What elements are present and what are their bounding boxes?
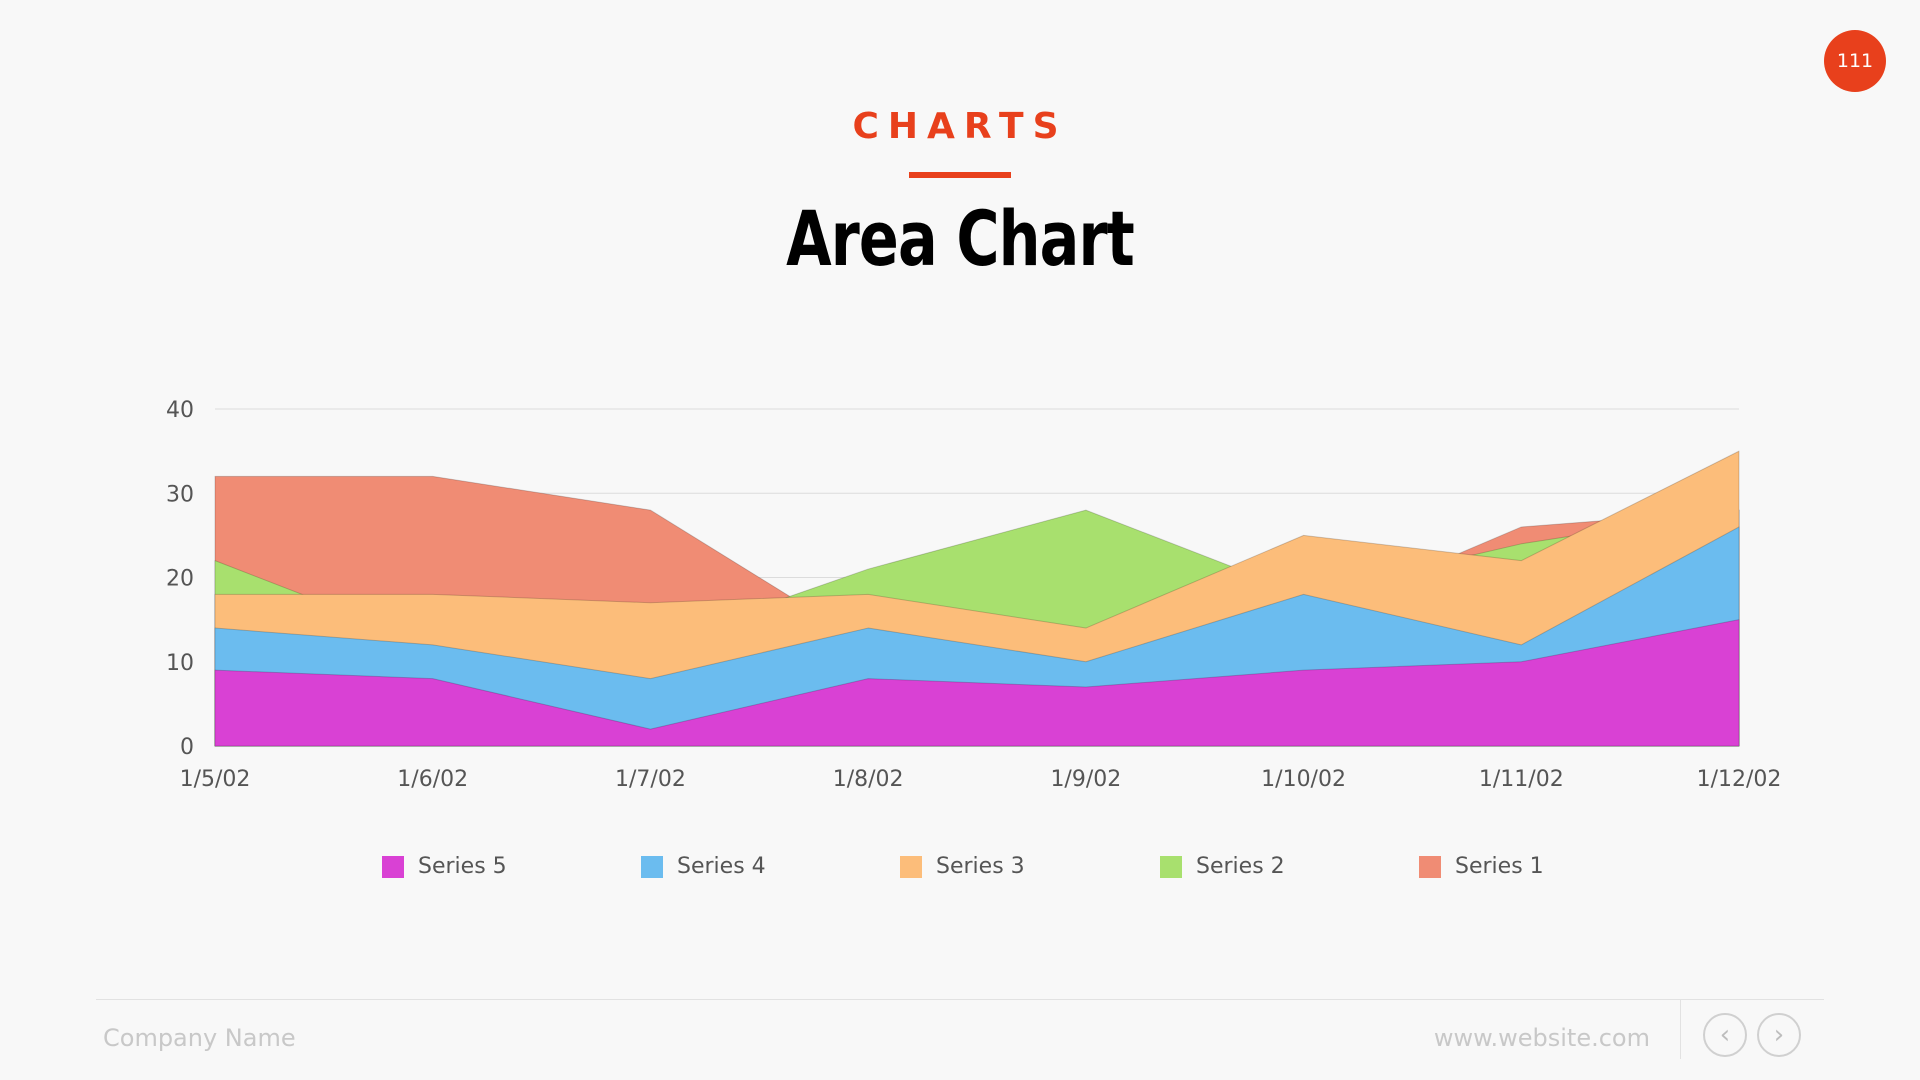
legend-item: Series 5 — [382, 854, 507, 879]
area-chart: 0 10 20 30 40 1/5/02 1/6/02 1/7/02 1/8/02 1/9/02 1… — [166, 398, 1782, 792]
legend-item: Series 2 — [1160, 854, 1285, 879]
legend-label: Series 1 — [1455, 854, 1544, 879]
chart-legend: Series 5 Series 4 Series 3 Series 2 Series 1 — [0, 854, 1920, 884]
x-tick-label: 1/12/02 — [1697, 767, 1782, 792]
legend-item: Series 4 — [641, 854, 766, 879]
legend-swatch — [382, 855, 404, 878]
x-tick-label: 1/9/02 — [1050, 767, 1121, 792]
y-tick-label: 10 — [166, 651, 194, 676]
legend-label: Series 4 — [677, 854, 766, 879]
y-tick-label: 30 — [166, 482, 194, 507]
title-underline — [909, 172, 1011, 178]
x-tick-label: 1/5/02 — [180, 767, 251, 792]
x-tick-label: 1/6/02 — [397, 767, 468, 792]
legend-item: Series 1 — [1419, 854, 1544, 879]
y-tick-label: 40 — [166, 398, 194, 423]
chevron-right-icon[interactable]: › — [1757, 1013, 1801, 1057]
footer-divider — [96, 999, 1824, 1000]
legend-label: Series 5 — [418, 854, 507, 879]
legend-swatch — [1160, 855, 1182, 878]
y-tick-label: 0 — [180, 735, 194, 760]
legend-label: Series 3 — [936, 854, 1025, 879]
legend-item: Series 3 — [900, 854, 1025, 879]
legend-swatch — [641, 855, 663, 878]
page-title: Area Chart — [786, 194, 1135, 283]
legend-swatch — [1419, 855, 1441, 878]
company-name: Company Name — [103, 1024, 296, 1052]
x-tick-label: 1/10/02 — [1261, 767, 1346, 792]
x-tick-label: 1/7/02 — [615, 767, 686, 792]
x-tick-label: 1/11/02 — [1479, 767, 1564, 792]
footer-separator — [1680, 999, 1681, 1059]
legend-label: Series 2 — [1196, 854, 1285, 879]
section-label: CHARTS — [852, 106, 1068, 147]
legend-swatch — [900, 855, 922, 878]
page-number-badge: 111 — [1824, 30, 1886, 92]
chevron-left-icon[interactable]: ‹ — [1703, 1013, 1747, 1057]
area-series-5 — [214, 619, 1740, 747]
website-link[interactable]: www.website.com — [1433, 1024, 1650, 1052]
y-tick-label: 20 — [166, 567, 194, 592]
x-tick-label: 1/8/02 — [833, 767, 904, 792]
